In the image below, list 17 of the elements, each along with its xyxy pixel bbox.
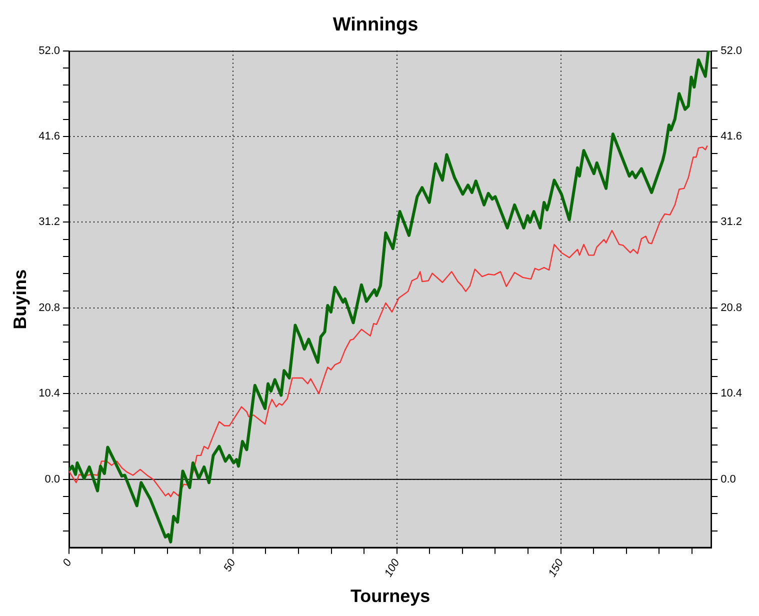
x-tick-label: 50 bbox=[222, 556, 239, 574]
y2-tick-label: 41.6 bbox=[720, 130, 742, 143]
y2-tick-label: 52.0 bbox=[720, 44, 742, 57]
y-tick-label: 20.8 bbox=[38, 302, 60, 314]
y-tick-label: 52.0 bbox=[38, 44, 60, 57]
y2-tick-label: 10.4 bbox=[720, 388, 742, 400]
y-tick-label: 10.4 bbox=[38, 388, 60, 400]
x-axis-title: Tourneys bbox=[350, 586, 430, 606]
y-tick-label: 0.0 bbox=[44, 473, 60, 486]
y-tick-label: 31.2 bbox=[38, 216, 60, 228]
y-axis-title: Buyins bbox=[10, 269, 30, 330]
y2-tick-label: 20.8 bbox=[720, 302, 742, 314]
y-tick-label: 41.6 bbox=[38, 130, 60, 143]
x-tick-label: 0 bbox=[60, 556, 75, 569]
y2-tick-label: 0.0 bbox=[720, 473, 736, 486]
y2-tick-label: 31.2 bbox=[720, 216, 742, 228]
chart-title: Winnings bbox=[332, 14, 418, 36]
